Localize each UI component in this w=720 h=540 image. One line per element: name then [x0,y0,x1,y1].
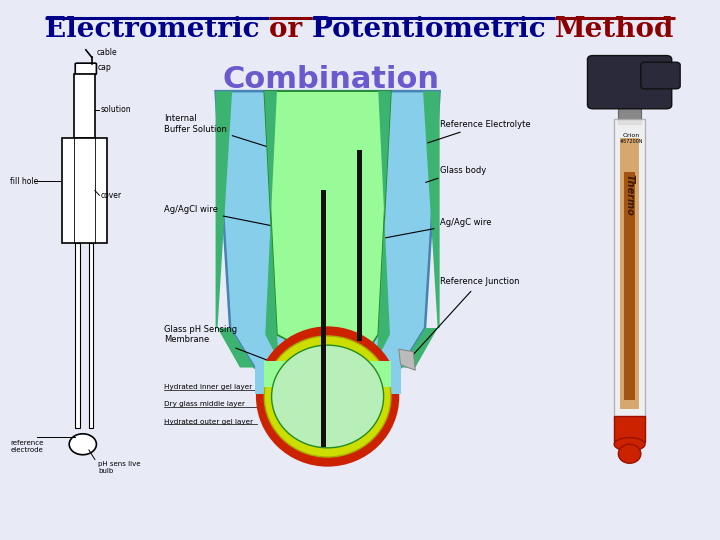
FancyBboxPatch shape [614,416,645,442]
FancyBboxPatch shape [73,73,95,138]
Ellipse shape [69,434,96,455]
Text: or: or [269,16,312,43]
Polygon shape [264,91,279,361]
Text: Glass pH Sensing
Membrane: Glass pH Sensing Membrane [164,325,284,367]
FancyBboxPatch shape [588,56,672,109]
FancyBboxPatch shape [76,63,96,75]
Ellipse shape [257,327,398,465]
Polygon shape [264,361,391,387]
Polygon shape [215,91,440,368]
Text: cover: cover [101,191,122,200]
Text: Orion: Orion [622,133,639,138]
FancyBboxPatch shape [614,119,645,418]
Text: #57200N: #57200N [619,139,643,144]
Ellipse shape [614,437,645,451]
Text: Electrometric: Electrometric [45,16,269,43]
Text: pH sens live
bulb: pH sens live bulb [98,461,140,474]
FancyBboxPatch shape [62,138,107,243]
Text: Ag/AgC wire: Ag/AgC wire [364,218,491,242]
Polygon shape [377,91,391,361]
Text: Dry glass middle layer: Dry glass middle layer [164,401,245,407]
Polygon shape [399,349,415,370]
Text: Glass body: Glass body [426,166,486,183]
Text: cap: cap [98,63,112,72]
Ellipse shape [271,345,384,448]
Text: Method: Method [555,16,675,43]
Text: Reference Electrolyte: Reference Electrolyte [428,119,530,143]
Polygon shape [255,361,400,394]
Polygon shape [264,91,391,361]
Text: Potentiometric: Potentiometric [312,16,555,43]
Text: reference
electrode: reference electrode [10,441,44,454]
FancyBboxPatch shape [620,138,639,409]
Text: Internal
Buffer Solution: Internal Buffer Solution [164,114,276,150]
FancyBboxPatch shape [641,62,680,89]
FancyBboxPatch shape [76,243,80,428]
FancyBboxPatch shape [618,97,641,124]
Text: Hydrated inner gel layer: Hydrated inner gel layer [164,384,252,390]
Text: Reference Junction: Reference Junction [410,278,519,359]
FancyBboxPatch shape [89,243,94,428]
FancyBboxPatch shape [624,172,635,400]
Ellipse shape [618,444,641,463]
Polygon shape [400,91,440,368]
Text: Thermo: Thermo [625,174,634,216]
Text: solution: solution [101,105,132,114]
Polygon shape [215,91,255,368]
Text: Ag/AgCl wire: Ag/AgCl wire [164,205,320,235]
Text: Combination
Electrode: Combination Electrode [222,65,440,127]
FancyBboxPatch shape [321,190,325,447]
Text: cable: cable [96,48,117,57]
Text: Hydrated outer gel layer: Hydrated outer gel layer [164,418,253,424]
Ellipse shape [264,336,391,457]
Text: fill hole: fill hole [10,177,38,186]
FancyBboxPatch shape [357,150,361,341]
